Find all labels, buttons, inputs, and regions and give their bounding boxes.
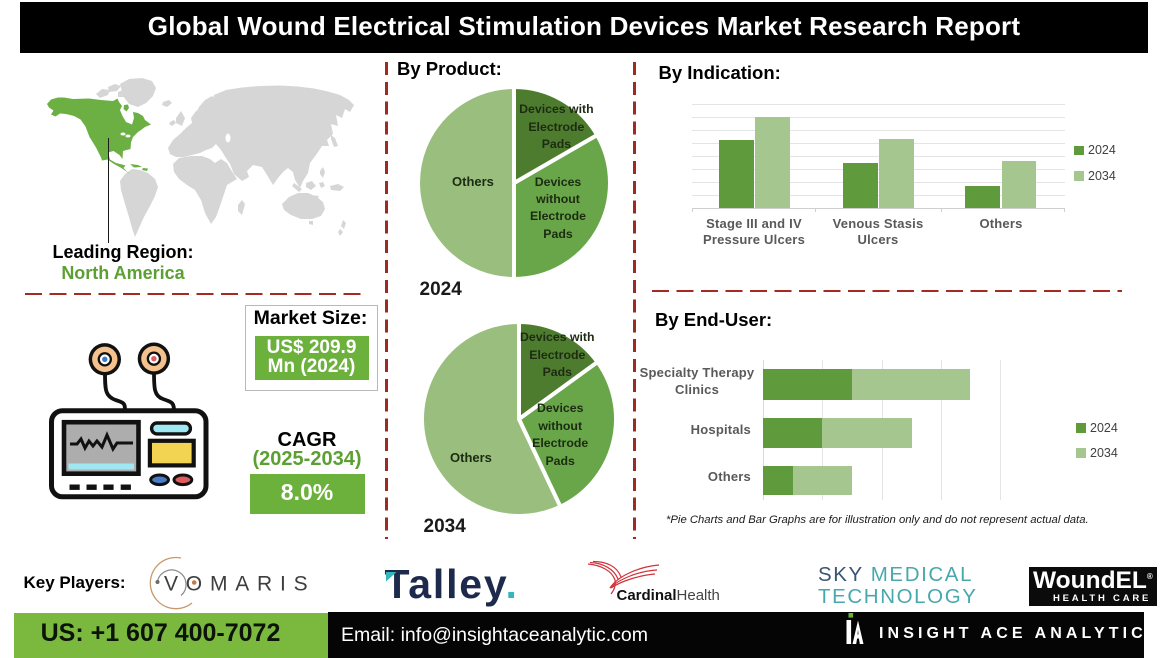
svg-text:VOMARIS: VOMARIS bbox=[164, 573, 315, 596]
